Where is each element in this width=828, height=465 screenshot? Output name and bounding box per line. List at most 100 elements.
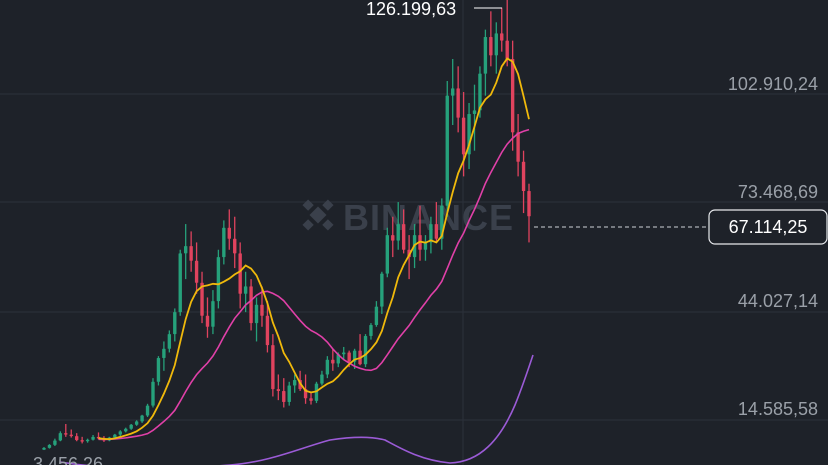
candle[interactable]: [456, 66, 460, 133]
candle-body: [189, 246, 193, 261]
candle[interactable]: [178, 249, 182, 316]
candle[interactable]: [156, 356, 161, 386]
candle-body: [489, 36, 493, 56]
candle[interactable]: [510, 40, 515, 151]
candle[interactable]: [91, 434, 95, 441]
candle-body: [205, 315, 210, 327]
candle-body: [118, 431, 122, 435]
candle[interactable]: [276, 374, 281, 401]
candle[interactable]: [145, 403, 150, 418]
candle[interactable]: [183, 224, 188, 280]
candle[interactable]: [292, 374, 297, 393]
candle[interactable]: [494, 22, 498, 74]
candle[interactable]: [189, 231, 193, 272]
candle[interactable]: [216, 249, 221, 309]
candle[interactable]: [483, 29, 488, 96]
candle[interactable]: [380, 271, 384, 314]
candle-body: [456, 88, 460, 118]
candle[interactable]: [47, 444, 52, 449]
candle[interactable]: [314, 381, 319, 404]
candle[interactable]: [527, 183, 531, 243]
candle[interactable]: [369, 323, 373, 340]
candle[interactable]: [238, 242, 242, 309]
candle[interactable]: [134, 420, 139, 426]
candle-body: [151, 381, 155, 406]
candle[interactable]: [140, 414, 144, 423]
candle[interactable]: [58, 431, 63, 442]
candle-body: [516, 132, 520, 162]
candle[interactable]: [505, 0, 509, 67]
current-price-badge[interactable]: [708, 209, 828, 245]
candle-body: [249, 286, 253, 324]
candle[interactable]: [521, 150, 526, 214]
candle[interactable]: [287, 381, 291, 406]
candle[interactable]: [75, 433, 79, 442]
candle-body: [64, 433, 68, 435]
candle[interactable]: [118, 430, 122, 437]
candle-body: [129, 424, 133, 429]
candle[interactable]: [80, 436, 84, 444]
current-price-label: 67.114,25: [729, 217, 808, 237]
candle[interactable]: [374, 301, 379, 327]
candle[interactable]: [391, 216, 395, 258]
candle[interactable]: [434, 202, 439, 243]
candle[interactable]: [200, 271, 204, 324]
candle[interactable]: [249, 279, 253, 331]
candle[interactable]: [271, 334, 275, 397]
candle[interactable]: [363, 334, 368, 368]
candle[interactable]: [385, 227, 390, 278]
candle-body: [429, 224, 433, 243]
candle[interactable]: [516, 114, 520, 177]
candle[interactable]: [85, 438, 90, 443]
candle[interactable]: [124, 427, 128, 433]
candle[interactable]: [320, 370, 324, 386]
ma-long-line: [98, 128, 530, 441]
candle[interactable]: [489, 11, 493, 67]
candle-body: [287, 385, 291, 402]
candle[interactable]: [227, 209, 231, 250]
candle[interactable]: [265, 301, 270, 353]
candle[interactable]: [129, 423, 133, 430]
candle[interactable]: [358, 334, 362, 366]
candle-body: [451, 88, 455, 96]
candle[interactable]: [396, 202, 400, 250]
candle[interactable]: [205, 297, 210, 338]
candle-body: [134, 421, 139, 425]
candle-body: [167, 334, 172, 349]
candle[interactable]: [42, 447, 46, 451]
candle[interactable]: [222, 220, 226, 265]
candle[interactable]: [173, 308, 177, 342]
candle[interactable]: [64, 423, 68, 437]
candle[interactable]: [53, 438, 57, 446]
candle[interactable]: [162, 341, 166, 371]
candle[interactable]: [500, 7, 504, 52]
candle-body: [445, 95, 449, 206]
candle[interactable]: [401, 209, 406, 254]
candle[interactable]: [440, 198, 444, 250]
candle[interactable]: [472, 84, 477, 151]
candle[interactable]: [309, 392, 313, 405]
candle[interactable]: [260, 286, 264, 327]
candle[interactable]: [423, 235, 428, 261]
candle-body: [91, 436, 95, 440]
candle-body: [162, 348, 166, 358]
candle[interactable]: [429, 216, 433, 254]
candle[interactable]: [325, 356, 330, 379]
candle[interactable]: [331, 348, 335, 371]
candle-body: [178, 253, 182, 313]
candle[interactable]: [467, 103, 471, 170]
candle[interactable]: [254, 297, 259, 342]
candle[interactable]: [233, 216, 237, 269]
candle[interactable]: [194, 242, 199, 294]
candle[interactable]: [451, 58, 455, 126]
candle[interactable]: [282, 378, 286, 408]
candle[interactable]: [167, 330, 172, 353]
candle[interactable]: [69, 429, 73, 438]
candle[interactable]: [211, 290, 215, 335]
candle[interactable]: [445, 81, 449, 217]
candle[interactable]: [151, 378, 155, 408]
candle[interactable]: [342, 346, 346, 360]
candle-body: [194, 260, 199, 283]
